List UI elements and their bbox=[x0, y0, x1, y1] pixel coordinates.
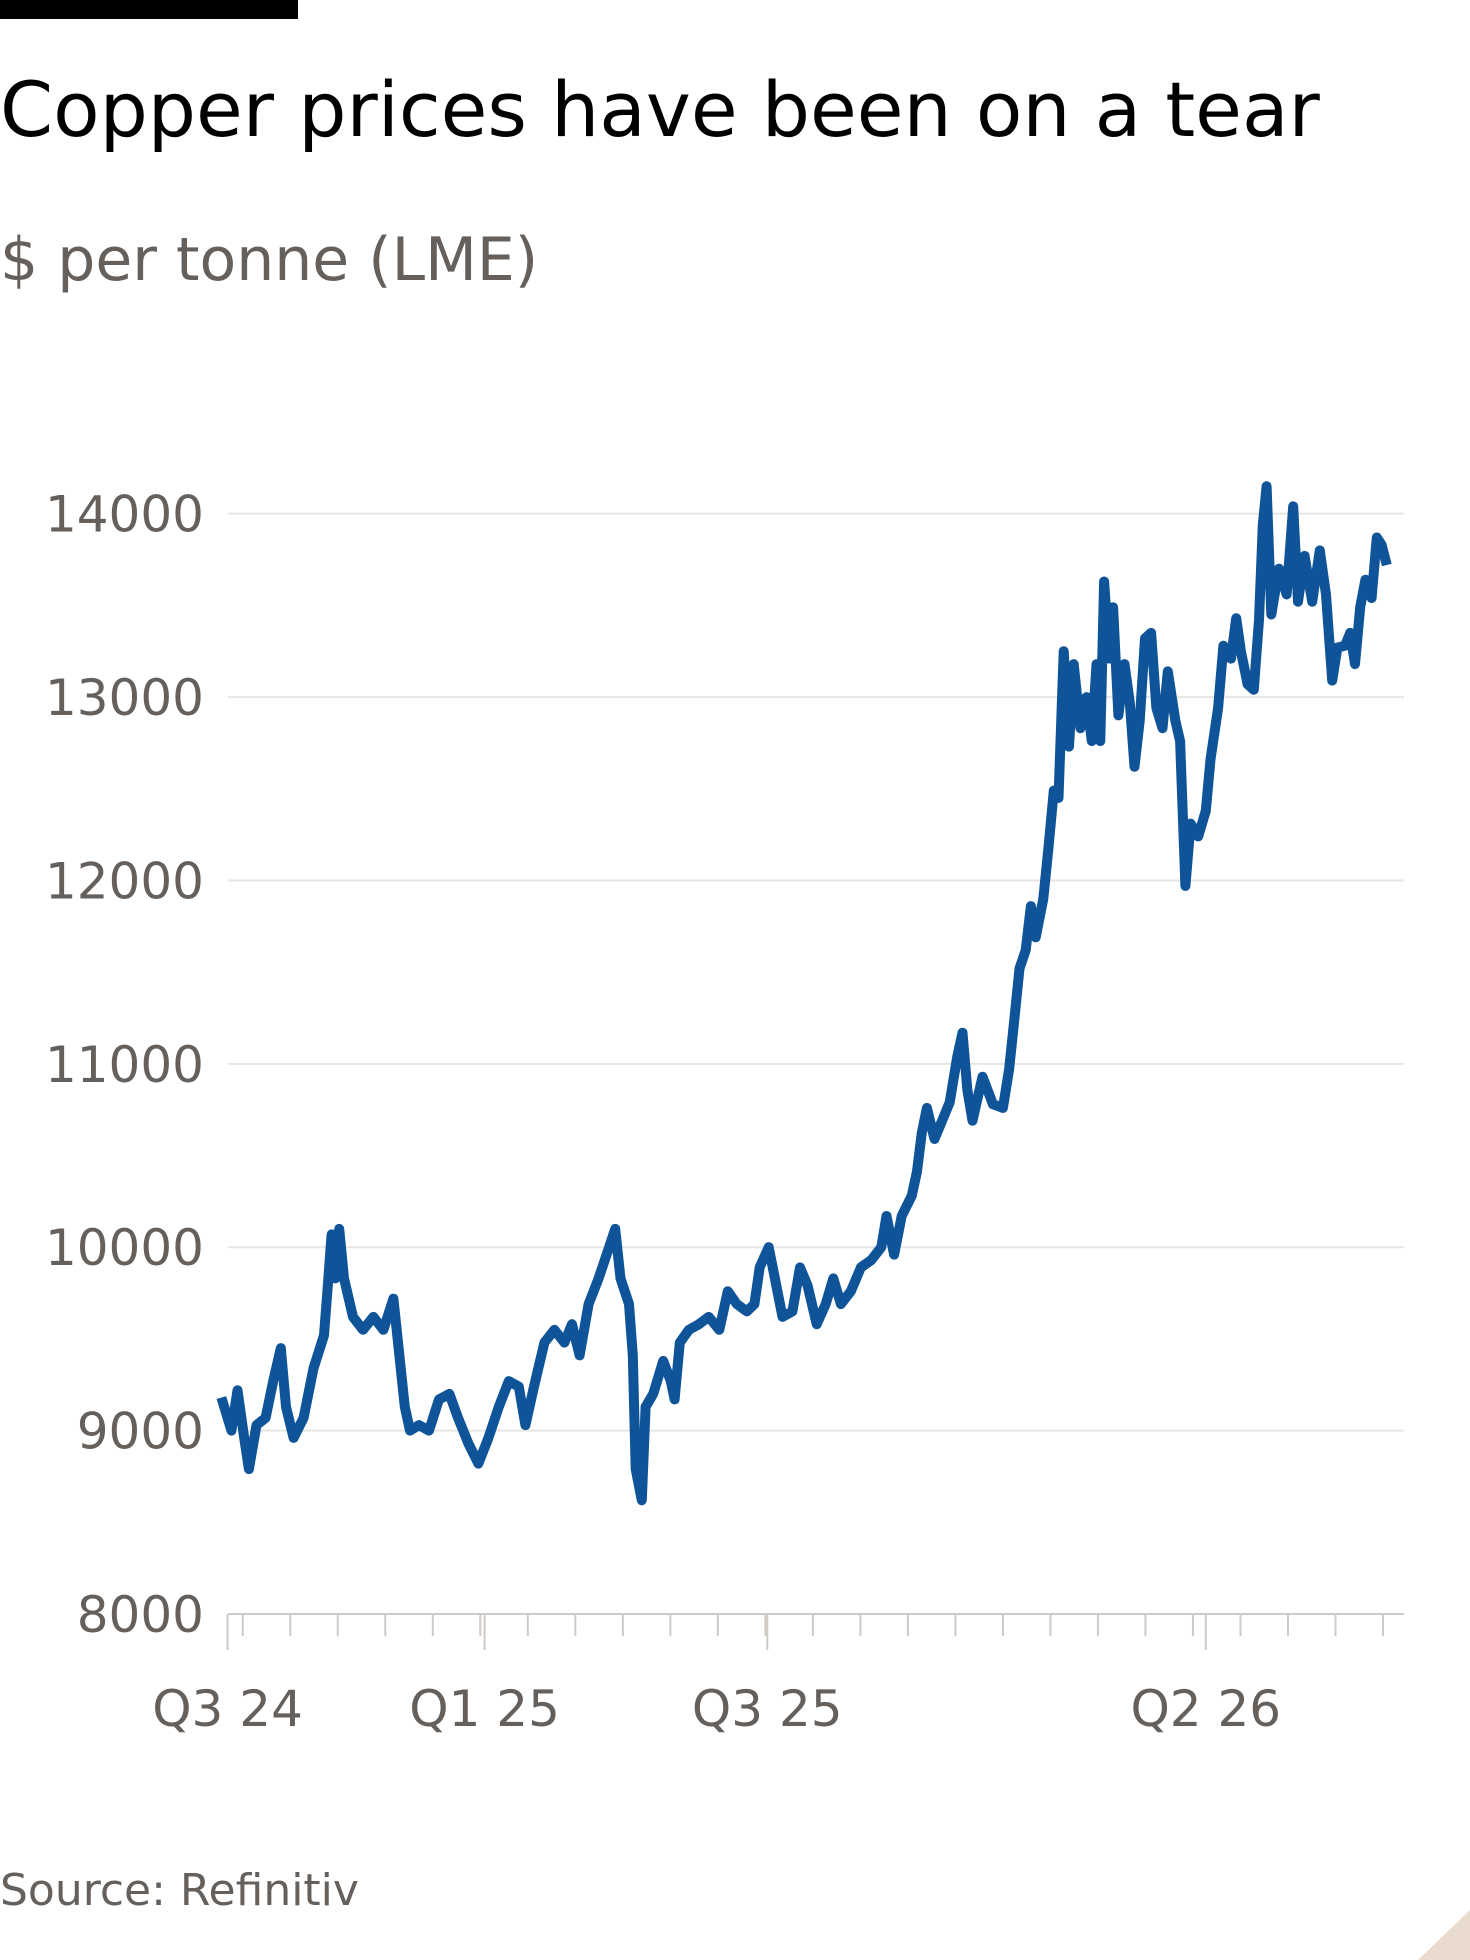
y-tick-label: 10000 bbox=[45, 1219, 204, 1277]
x-tick-label: Q3 25 bbox=[692, 1680, 843, 1738]
brand-bar bbox=[0, 0, 298, 19]
source: Source: Refinitiv bbox=[0, 1865, 359, 1916]
x-tick-label: Q1 25 bbox=[409, 1680, 560, 1738]
y-tick-label: 11000 bbox=[45, 1036, 204, 1094]
y-tick-label: 12000 bbox=[45, 852, 204, 910]
y-tick-label: 9000 bbox=[77, 1403, 204, 1461]
y-tick-label: 8000 bbox=[77, 1586, 204, 1644]
corner-decoration bbox=[1418, 1910, 1470, 1960]
y-tick-label: 14000 bbox=[45, 486, 204, 544]
y-tick-label: 13000 bbox=[45, 669, 204, 727]
chart-subtitle: $ per tonne (LME) bbox=[0, 225, 538, 295]
x-tick-label: Q3 24 bbox=[152, 1680, 303, 1738]
price-line bbox=[216, 481, 1392, 1506]
x-tick-label: Q2 26 bbox=[1130, 1680, 1281, 1738]
chart-title: Copper prices have been on a tear bbox=[0, 65, 1321, 154]
